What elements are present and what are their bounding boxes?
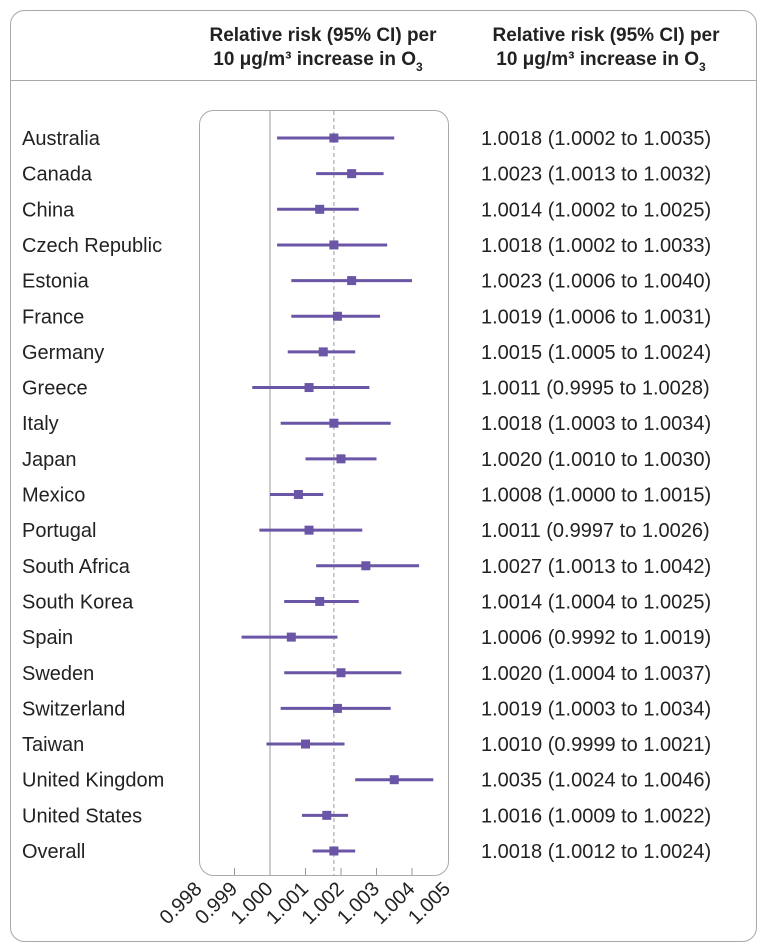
- point-estimate-marker: [332, 703, 342, 713]
- plot-box: [199, 110, 449, 876]
- row-label: United Kingdom: [22, 770, 164, 792]
- forest-row: Switzerland 1.0019 (1.0003 to 1.0034): [22, 698, 711, 720]
- row-label: Sweden: [22, 663, 94, 685]
- forest-row: Australia 1.0018 (1.0002 to 1.0035): [22, 128, 711, 150]
- forest-row: Mexico 1.0008 (1.0000 to 1.0015): [22, 485, 711, 507]
- row-label: Estonia: [22, 271, 90, 293]
- point-estimate-marker: [347, 276, 357, 286]
- point-estimate-marker: [286, 632, 296, 642]
- ci-text: 1.0023 (1.0013 to 1.0032): [481, 164, 711, 186]
- point-estimate-marker: [315, 596, 325, 606]
- point-estimate-marker: [301, 739, 310, 749]
- row-label: Germany: [22, 342, 104, 364]
- row-label: Spain: [22, 627, 73, 649]
- row-label: Overall: [22, 841, 85, 863]
- point-estimate-marker: [304, 383, 314, 393]
- x-tick-label: 1.005: [404, 878, 455, 929]
- point-estimate-marker: [329, 418, 339, 428]
- point-estimate-marker: [332, 311, 342, 321]
- ci-text: 1.0018 (1.0012 to 1.0024): [481, 841, 711, 863]
- ci-text: 1.0006 (0.9992 to 1.0019): [481, 627, 711, 649]
- forest-row: South Korea 1.0014 (1.0004 to 1.0025): [22, 591, 711, 613]
- point-estimate-marker: [304, 525, 314, 535]
- forest-row: Canada 1.0023 (1.0013 to 1.0032): [22, 164, 711, 186]
- forest-row: Taiwan 1.0010 (0.9999 to 1.0021): [22, 734, 711, 756]
- ci-text: 1.0019 (1.0003 to 1.0034): [481, 698, 711, 720]
- ci-text: 1.0027 (1.0013 to 1.0042): [481, 556, 711, 578]
- row-label: Canada: [22, 164, 93, 186]
- point-estimate-marker: [329, 240, 339, 250]
- row-label: Portugal: [22, 520, 97, 542]
- ci-text: 1.0014 (1.0002 to 1.0025): [481, 199, 711, 221]
- text-header-line2: 10 μg/m³ increase in O3: [496, 49, 706, 74]
- forest-row: Greece 1.0011 (0.9995 to 1.0028): [22, 378, 710, 400]
- forest-row: Portugal 1.0011 (0.9997 to 1.0026): [22, 520, 710, 542]
- ci-text: 1.0015 (1.0005 to 1.0024): [481, 342, 711, 364]
- point-estimate-marker: [361, 561, 371, 571]
- plot-header-line1: Relative risk (95% CI) per: [209, 25, 437, 46]
- forest-row: France 1.0019 (1.0006 to 1.0031): [22, 306, 711, 328]
- ci-text: 1.0010 (0.9999 to 1.0021): [481, 734, 711, 756]
- point-estimate-marker: [329, 133, 339, 143]
- point-estimate-marker: [315, 204, 325, 214]
- forest-row: Overall 1.0018 (1.0012 to 1.0024): [22, 841, 711, 863]
- outer-frame: [10, 10, 757, 942]
- point-estimate-marker: [336, 454, 346, 464]
- forest-row: Italy 1.0018 (1.0003 to 1.0034): [22, 413, 711, 435]
- text-header-line1: Relative risk (95% CI) per: [492, 25, 720, 46]
- forest-row: Germany 1.0015 (1.0005 to 1.0024): [22, 342, 711, 364]
- point-estimate-marker: [322, 810, 332, 820]
- point-estimate-marker: [336, 668, 346, 678]
- ci-text: 1.0023 (1.0006 to 1.0040): [481, 271, 711, 293]
- row-label: France: [22, 306, 84, 328]
- row-label: Italy: [22, 413, 59, 435]
- row-label: Czech Republic: [22, 235, 162, 257]
- ci-text: 1.0011 (0.9997 to 1.0026): [481, 520, 710, 542]
- ci-text: 1.0014 (1.0004 to 1.0025): [481, 591, 711, 613]
- row-label: Taiwan: [22, 734, 84, 756]
- ci-text: 1.0011 (0.9995 to 1.0028): [481, 378, 710, 400]
- forest-row: United States 1.0016 (1.0009 to 1.0022): [22, 805, 711, 827]
- ci-text: 1.0035 (1.0024 to 1.0046): [481, 770, 711, 792]
- ci-text: 1.0008 (1.0000 to 1.0015): [481, 485, 711, 507]
- point-estimate-marker: [318, 347, 328, 357]
- ci-text: 1.0018 (1.0002 to 1.0035): [481, 128, 711, 150]
- row-label: Japan: [22, 449, 77, 471]
- row-label: South Korea: [22, 591, 134, 613]
- forest-row: Spain 1.0006 (0.9992 to 1.0019): [22, 627, 711, 649]
- forest-row: China 1.0014 (1.0002 to 1.0025): [22, 199, 711, 221]
- point-estimate-marker: [329, 846, 339, 856]
- ci-text: 1.0019 (1.0006 to 1.0031): [481, 306, 711, 328]
- ci-text: 1.0020 (1.0010 to 1.0030): [481, 449, 711, 471]
- ci-text: 1.0018 (1.0002 to 1.0033): [481, 235, 711, 257]
- row-label: Greece: [22, 378, 88, 400]
- ci-text: 1.0020 (1.0004 to 1.0037): [481, 663, 711, 685]
- forest-row: Estonia 1.0023 (1.0006 to 1.0040): [22, 271, 711, 293]
- plot-header-line2: 10 μg/m³ increase in O3: [213, 49, 423, 74]
- forest-row: United Kingdom 1.0035 (1.0024 to 1.0046): [22, 770, 711, 792]
- row-label: Switzerland: [22, 698, 125, 720]
- forest-row: South Africa 1.0027 (1.0013 to 1.0042): [22, 556, 711, 578]
- row-label: Australia: [22, 128, 101, 150]
- row-label: South Africa: [22, 556, 131, 578]
- point-estimate-marker: [389, 775, 399, 785]
- forest-row: Sweden 1.0020 (1.0004 to 1.0037): [22, 663, 711, 685]
- row-label: United States: [22, 805, 142, 827]
- ci-text: 1.0018 (1.0003 to 1.0034): [481, 413, 711, 435]
- forest-row: Czech Republic 1.0018 (1.0002 to 1.0033): [22, 235, 711, 257]
- row-label: China: [22, 199, 75, 221]
- forest-row: Japan 1.0020 (1.0010 to 1.0030): [22, 449, 711, 471]
- row-label: Mexico: [22, 485, 85, 507]
- point-estimate-marker: [347, 169, 357, 179]
- ci-text: 1.0016 (1.0009 to 1.0022): [481, 805, 711, 827]
- point-estimate-marker: [293, 490, 303, 499]
